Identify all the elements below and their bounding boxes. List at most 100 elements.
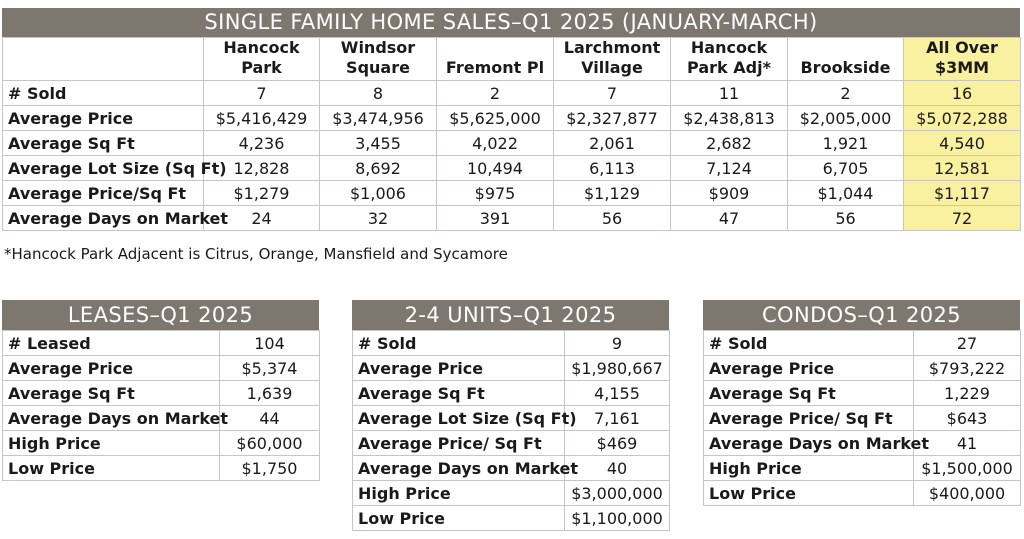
sfh-col-header: Hancock Park xyxy=(203,37,320,81)
units-row-value: 40 xyxy=(564,455,670,481)
sfh-cell: $5,416,429 xyxy=(203,105,320,131)
condos-row-label: # Sold xyxy=(703,330,914,356)
condos-row-label: Low Price xyxy=(703,480,914,506)
condos-row: # Sold 27 xyxy=(703,330,1021,356)
units-row: High Price $3,000,000 xyxy=(352,480,670,506)
condos-row-value: 41 xyxy=(913,430,1021,456)
sfh-section: SINGLE FAMILY HOME SALES–Q1 2025 (JANUAR… xyxy=(2,8,1021,231)
sfh-row-label: Average Price xyxy=(2,105,204,131)
leases-row-label: # Leased xyxy=(2,330,220,356)
condos-row-value: $400,000 xyxy=(913,480,1021,506)
sfh-cell: 4,022 xyxy=(436,130,554,156)
leases-title: LEASES–Q1 2025 xyxy=(2,300,319,330)
sfh-cell: 2,682 xyxy=(670,130,788,156)
leases-table: # Leased 104 Average Price $5,374 Average Sq… xyxy=(2,330,320,481)
sfh-row: Average Lot Size (Sq Ft) 12,828 8,692 10,49… xyxy=(2,155,1021,181)
leases-row-value: 104 xyxy=(219,330,320,356)
sfh-cell: 32 xyxy=(319,205,437,231)
sfh-cell-highlight: 72 xyxy=(903,205,1021,231)
sfh-cell: 10,494 xyxy=(436,155,554,181)
sfh-col-header: Hancock Park Adj* xyxy=(670,37,788,81)
sfh-cell: $1,129 xyxy=(553,180,671,206)
sfh-cell-highlight: 16 xyxy=(903,80,1021,106)
sfh-col-header-highlight: All Over $3MM xyxy=(903,37,1021,81)
units-row: Low Price $1,100,000 xyxy=(352,505,670,531)
units-row-value: 4,155 xyxy=(564,380,670,406)
condos-row-label: High Price xyxy=(703,455,914,481)
sfh-row-label: Average Days on Market xyxy=(2,205,228,231)
sfh-cell: $1,006 xyxy=(319,180,437,206)
leases-row-value: 44 xyxy=(219,405,320,431)
condos-row-label: Average Days on Market xyxy=(703,430,929,456)
sfh-header-row: Hancock Park Windsor Square Fremont Pl Lar… xyxy=(2,37,1021,81)
leases-row-label: Average Price xyxy=(2,355,220,381)
leases-row: Low Price $1,750 xyxy=(2,455,320,481)
sfh-col-header: Fremont Pl xyxy=(436,37,554,81)
sfh-cell: 8,692 xyxy=(319,155,437,181)
leases-row: High Price $60,000 xyxy=(2,430,320,456)
units-table: # Sold 9 Average Price $1,980,667 Average Sq… xyxy=(352,330,670,531)
units-row-value: 9 xyxy=(564,330,670,356)
leases-row-label: Average Sq Ft xyxy=(2,380,220,406)
sfh-table: Hancock Park Windsor Square Fremont Pl Lar… xyxy=(2,37,1021,231)
sfh-footnote: *Hancock Park Adjacent is Citrus, Orange… xyxy=(4,245,508,263)
units-row: # Sold 9 xyxy=(352,330,670,356)
units-title: 2-4 UNITS–Q1 2025 xyxy=(352,300,669,330)
units-row: Average Price $1,980,667 xyxy=(352,355,670,381)
condos-row: Average Sq Ft 1,229 xyxy=(703,380,1021,406)
sfh-cell: 12,828 xyxy=(203,155,320,181)
condos-row: Low Price $400,000 xyxy=(703,480,1021,506)
units-row-value: $1,100,000 xyxy=(564,505,670,531)
sfh-col-header: Larchmont Village xyxy=(553,37,671,81)
units-row-label: # Sold xyxy=(352,330,565,356)
sfh-cell: $1,044 xyxy=(787,180,904,206)
sfh-cell-highlight: $5,072,288 xyxy=(903,105,1021,131)
sfh-row: Average Price $5,416,429 $3,474,956 $5,625,… xyxy=(2,105,1021,131)
sfh-cell: $2,005,000 xyxy=(787,105,904,131)
units-row-value: $1,980,667 xyxy=(564,355,670,381)
sfh-row: # Sold 7 8 2 7 11 2 16 xyxy=(2,80,1021,106)
sfh-row: Average Price/Sq Ft $1,279 $1,006 $975 $1,12… xyxy=(2,180,1021,206)
sfh-cell: 2 xyxy=(787,80,904,106)
sfh-cell: 24 xyxy=(203,205,320,231)
leases-row-label: Low Price xyxy=(2,455,220,481)
units-row-label: Average Price/ Sq Ft xyxy=(352,430,565,456)
sfh-row-label: Average Lot Size (Sq Ft) xyxy=(2,155,227,181)
condos-row-value: 27 xyxy=(913,330,1021,356)
units-row: Average Days on Market 40 xyxy=(352,455,670,481)
leases-row-value: $5,374 xyxy=(219,355,320,381)
sfh-cell: $2,438,813 xyxy=(670,105,788,131)
sfh-cell: 7 xyxy=(553,80,671,106)
units-row-label: Average Sq Ft xyxy=(352,380,565,406)
sfh-cell: 2,061 xyxy=(553,130,671,156)
leases-row-value: 1,639 xyxy=(219,380,320,406)
sfh-cell: 11 xyxy=(670,80,788,106)
units-row-label: Average Price xyxy=(352,355,565,381)
leases-row: Average Sq Ft 1,639 xyxy=(2,380,320,406)
sfh-cell: $3,474,956 xyxy=(319,105,437,131)
condos-row: High Price $1,500,000 xyxy=(703,455,1021,481)
sfh-cell: $1,279 xyxy=(203,180,320,206)
sfh-cell: $909 xyxy=(670,180,788,206)
leases-section: LEASES–Q1 2025 # Leased 104 Average Price $… xyxy=(2,300,320,481)
sfh-row: Average Sq Ft 4,236 3,455 4,022 2,061 2,682 1,… xyxy=(2,130,1021,156)
sfh-row-label: Average Sq Ft xyxy=(2,130,204,156)
condos-row-label: Average Price xyxy=(703,355,914,381)
sfh-cell: 56 xyxy=(553,205,671,231)
condos-row-value: 1,229 xyxy=(913,380,1021,406)
units-row-label: Low Price xyxy=(352,505,565,531)
sfh-header-corner xyxy=(2,37,204,81)
units-section: 2-4 UNITS–Q1 2025 # Sold 9 Average Price $1… xyxy=(352,300,670,531)
sfh-cell: 6,705 xyxy=(787,155,904,181)
sfh-cell: 6,113 xyxy=(553,155,671,181)
sfh-cell: 56 xyxy=(787,205,904,231)
units-row-label: High Price xyxy=(352,480,565,506)
condos-row: Average Price $793,222 xyxy=(703,355,1021,381)
leases-row-label: Average Days on Market xyxy=(2,405,228,431)
condos-row-label: Average Sq Ft xyxy=(703,380,914,406)
sfh-col-header: Windsor Square xyxy=(319,37,437,81)
condos-table: # Sold 27 Average Price $793,222 Average Sq … xyxy=(703,330,1021,506)
units-row-value: $469 xyxy=(564,430,670,456)
condos-row-value: $1,500,000 xyxy=(913,455,1021,481)
condos-row: Average Days on Market 41 xyxy=(703,430,1021,456)
